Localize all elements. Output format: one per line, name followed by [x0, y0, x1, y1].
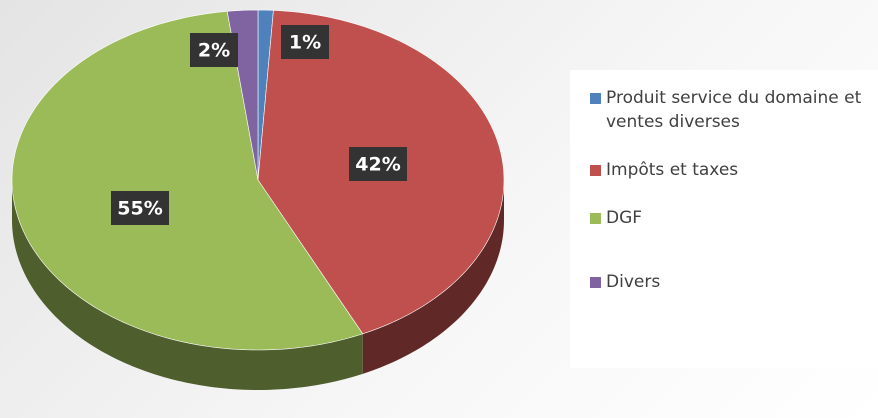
data-label: 55%: [117, 198, 162, 220]
legend-swatch: [590, 213, 601, 224]
data-label-box: [111, 191, 169, 225]
data-label-box: [190, 33, 238, 67]
data-label-box: [281, 25, 329, 59]
legend-swatch: [590, 93, 601, 104]
data-label-box: [349, 147, 407, 181]
legend-item: Divers: [590, 270, 878, 294]
pie-slice: [11, 11, 364, 351]
data-label: 1%: [289, 32, 321, 54]
legend-label: Produit service du domaine et ventes div…: [606, 88, 862, 132]
legend-swatch: [590, 277, 601, 288]
legend-item: Impôts et taxes: [590, 158, 878, 182]
pie-side: [12, 180, 363, 390]
pie-side: [362, 180, 504, 374]
data-label: 42%: [355, 154, 400, 176]
data-label: 2%: [198, 40, 230, 62]
legend-label: Divers: [606, 272, 661, 292]
legend-item: Produit service du domaine et ventes div…: [590, 86, 878, 134]
legend: Produit service du domaine et ventes div…: [570, 70, 878, 368]
legend-label: Impôts et taxes: [606, 160, 739, 180]
legend-label: DGF: [606, 208, 643, 228]
legend-swatch: [590, 165, 601, 176]
legend-item: DGF: [590, 206, 878, 230]
